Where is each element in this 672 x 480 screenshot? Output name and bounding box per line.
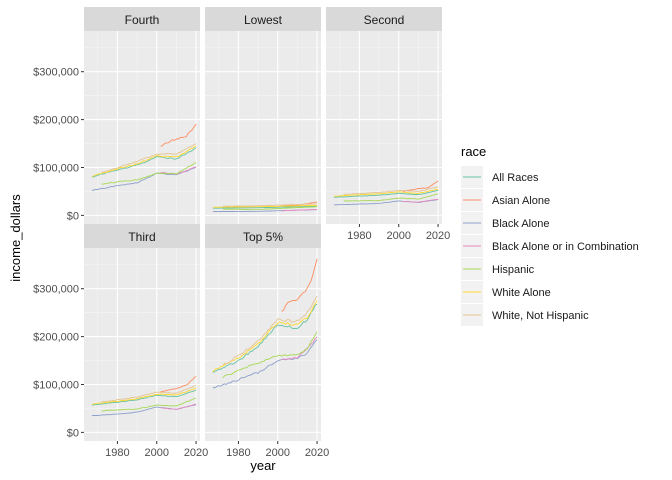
legend-label-white-alone: White Alone bbox=[492, 287, 551, 299]
facet-lowest: Lowest bbox=[205, 7, 321, 224]
series-line-all-races-second bbox=[333, 189, 439, 198]
y-tick-label: $300,000 bbox=[33, 67, 79, 79]
x-tick-label: 2000 bbox=[145, 447, 169, 459]
x-tick-label: 2000 bbox=[387, 230, 411, 242]
series-line-all-races-top-5 bbox=[212, 303, 318, 374]
series-line-asian-alone-top-5 bbox=[281, 258, 318, 312]
panel-background-top-5 bbox=[205, 248, 321, 441]
y-tick-label: $0 bbox=[67, 210, 79, 222]
series-line-black-alone-top-5 bbox=[212, 339, 318, 389]
series-line-white-alone-fourth bbox=[91, 145, 197, 177]
series-line-all-races-lowest bbox=[212, 205, 318, 209]
facet-title-top-5: Top 5% bbox=[243, 230, 283, 244]
facet-second: Second bbox=[326, 7, 442, 224]
facet-strip-fourth bbox=[84, 7, 200, 31]
legend: race All Races Asian Alone Black Alone Black… bbox=[461, 144, 639, 326]
y-tick-label: $0 bbox=[67, 427, 79, 439]
series-line-black-alone-or-in-combination-third bbox=[160, 403, 197, 410]
series-line-asian-alone-lowest bbox=[281, 201, 318, 207]
series-line-white-alone-lowest bbox=[212, 204, 318, 208]
panel-background-lowest bbox=[205, 31, 321, 224]
x-tick-label: 2000 bbox=[266, 447, 290, 459]
x-tick-label: 2020 bbox=[426, 230, 450, 242]
y-tick-label: $300,000 bbox=[33, 284, 79, 296]
series-line-hispanic-third bbox=[101, 397, 197, 412]
series-line-hispanic-lowest bbox=[222, 206, 318, 210]
series-line-white-not-hispanic-second bbox=[343, 186, 439, 196]
facet-strip-lowest bbox=[205, 7, 321, 31]
legend-label-black-alone: Black Alone bbox=[492, 218, 549, 230]
series-line-asian-alone-fourth bbox=[160, 123, 197, 147]
legend-label-black-alone-or-in-combination: Black Alone or in Combination bbox=[492, 241, 639, 253]
facet-title-third: Third bbox=[128, 230, 155, 244]
x-tick-label: 1980 bbox=[105, 447, 129, 459]
series-line-white-alone-second bbox=[333, 188, 439, 197]
x-tick-label: 2020 bbox=[184, 447, 208, 459]
x-axis-title: year bbox=[250, 458, 276, 473]
series-line-hispanic-second bbox=[343, 193, 439, 202]
series-line-black-alone-or-in-combination-lowest bbox=[281, 208, 318, 212]
x-tick-label: 2020 bbox=[305, 447, 329, 459]
panel-background-third bbox=[84, 248, 200, 441]
facet-title-fourth: Fourth bbox=[125, 13, 160, 27]
series-line-all-races-fourth bbox=[91, 147, 197, 178]
series-line-white-not-hispanic-fourth bbox=[101, 143, 197, 173]
facet-strip-second bbox=[326, 7, 442, 31]
series-line-hispanic-fourth bbox=[101, 162, 197, 185]
y-tick-label: $100,000 bbox=[33, 162, 79, 174]
y-tick-label: $200,000 bbox=[33, 332, 79, 344]
series-line-white-not-hispanic-third bbox=[101, 385, 197, 403]
series-line-black-alone-or-in-combination-top-5 bbox=[281, 336, 318, 361]
legend-label-all-races: All Races bbox=[492, 172, 539, 184]
series-line-asian-alone-second bbox=[402, 180, 439, 192]
facet-fourth: Fourth bbox=[84, 7, 200, 224]
series-line-hispanic-top-5 bbox=[222, 331, 318, 379]
y-tick-label: $200,000 bbox=[33, 115, 79, 127]
panel-background-fourth bbox=[84, 31, 200, 224]
x-tick-label: 1980 bbox=[226, 447, 250, 459]
series-line-all-races-third bbox=[91, 389, 197, 406]
legend-label-asian-alone: Asian Alone bbox=[492, 195, 550, 207]
y-axis-title: income_dollars bbox=[8, 194, 23, 282]
series-line-asian-alone-third bbox=[160, 375, 197, 393]
series-line-white-not-hispanic-top-5 bbox=[222, 296, 318, 366]
series-line-black-alone-or-in-combination-second bbox=[402, 198, 439, 203]
legend-title: race bbox=[461, 144, 486, 159]
facet-strip-third bbox=[84, 224, 200, 248]
x-tick-label: 1980 bbox=[347, 230, 371, 242]
facet-strip-top-5 bbox=[205, 224, 321, 248]
series-line-white-alone-third bbox=[91, 387, 197, 405]
y-tick-label: $100,000 bbox=[33, 379, 79, 391]
series-line-black-alone-second bbox=[333, 198, 439, 206]
series-line-black-alone-fourth bbox=[91, 166, 197, 191]
facet-third: Third bbox=[84, 224, 200, 441]
legend-label-hispanic: Hispanic bbox=[492, 264, 535, 276]
legend-label-white-not-hispanic: White, Not Hispanic bbox=[492, 310, 589, 322]
facet-top-5: Top 5% bbox=[205, 224, 321, 441]
facet-title-lowest: Lowest bbox=[244, 13, 283, 27]
series-line-white-not-hispanic-lowest bbox=[222, 203, 318, 207]
facet-title-second: Second bbox=[364, 13, 405, 27]
